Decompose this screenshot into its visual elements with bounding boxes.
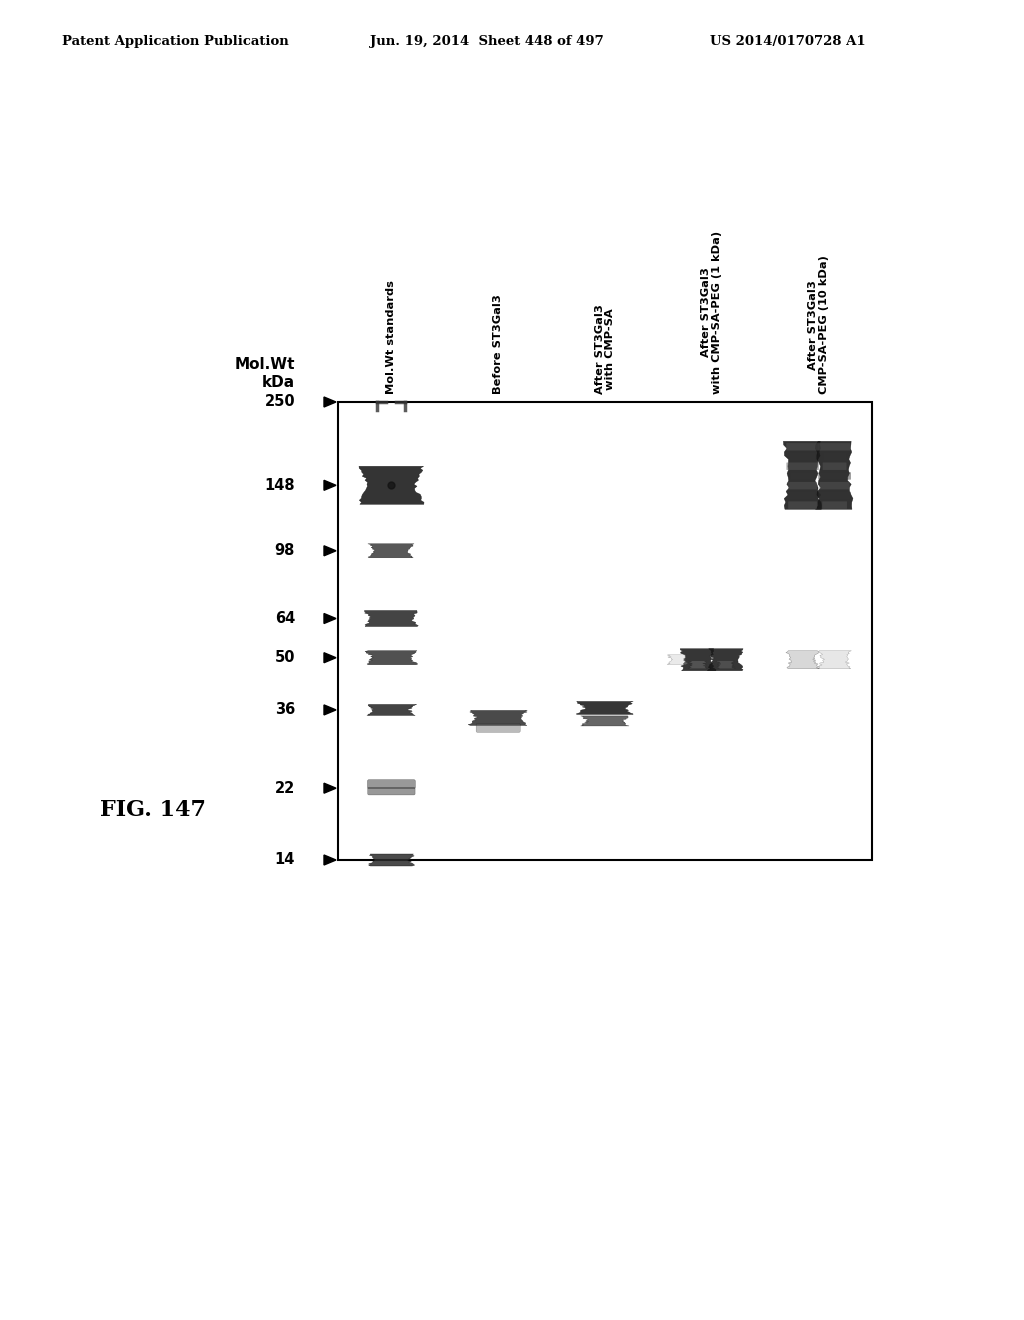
FancyBboxPatch shape — [476, 723, 520, 733]
Text: Jun. 19, 2014  Sheet 448 of 497: Jun. 19, 2014 Sheet 448 of 497 — [370, 36, 604, 48]
Polygon shape — [667, 655, 688, 665]
Polygon shape — [324, 783, 336, 793]
FancyBboxPatch shape — [818, 473, 851, 479]
FancyBboxPatch shape — [790, 453, 815, 461]
Text: Before ST3Gal3: Before ST3Gal3 — [494, 294, 503, 393]
Polygon shape — [468, 710, 527, 726]
Polygon shape — [708, 648, 743, 671]
Text: Mol.Wt: Mol.Wt — [234, 356, 295, 372]
Polygon shape — [324, 652, 336, 663]
Text: 50: 50 — [274, 651, 295, 665]
Polygon shape — [369, 854, 415, 866]
FancyBboxPatch shape — [788, 482, 817, 490]
Polygon shape — [324, 545, 336, 556]
FancyBboxPatch shape — [786, 462, 819, 470]
Polygon shape — [581, 715, 629, 726]
Polygon shape — [324, 855, 336, 865]
FancyBboxPatch shape — [822, 462, 847, 470]
Polygon shape — [680, 648, 716, 671]
Text: FIG. 147: FIG. 147 — [100, 799, 206, 821]
Polygon shape — [815, 441, 853, 510]
Text: 36: 36 — [274, 702, 295, 718]
Polygon shape — [365, 651, 418, 665]
Polygon shape — [324, 614, 336, 623]
Polygon shape — [785, 651, 819, 669]
Text: 250: 250 — [264, 395, 295, 409]
Text: 14: 14 — [274, 853, 295, 867]
FancyBboxPatch shape — [790, 491, 815, 499]
Polygon shape — [368, 544, 414, 558]
Polygon shape — [716, 661, 735, 669]
Polygon shape — [688, 661, 708, 669]
Polygon shape — [324, 480, 336, 490]
Polygon shape — [359, 466, 424, 504]
Bar — [338, 403, 872, 861]
Text: US 2014/0170728 A1: US 2014/0170728 A1 — [710, 36, 865, 48]
Polygon shape — [818, 651, 851, 669]
Text: kDa: kDa — [262, 375, 295, 389]
Text: After ST3Gal3
with CMP-SA-PEG (1 kDa): After ST3Gal3 with CMP-SA-PEG (1 kDa) — [701, 231, 722, 393]
Polygon shape — [365, 611, 418, 627]
Text: 22: 22 — [274, 780, 295, 796]
Text: Mol.Wt standards: Mol.Wt standards — [386, 280, 396, 393]
Polygon shape — [577, 701, 633, 714]
Text: Patent Application Publication: Patent Application Publication — [62, 36, 289, 48]
FancyBboxPatch shape — [823, 453, 846, 461]
Text: After ST3Gal3
CMP-SA-PEG (10 kDa): After ST3Gal3 CMP-SA-PEG (10 kDa) — [808, 255, 829, 393]
Text: 64: 64 — [274, 611, 295, 626]
Polygon shape — [367, 705, 417, 715]
Text: 148: 148 — [264, 478, 295, 492]
Polygon shape — [324, 397, 336, 407]
FancyBboxPatch shape — [791, 473, 814, 479]
FancyBboxPatch shape — [368, 780, 416, 788]
FancyBboxPatch shape — [786, 444, 819, 450]
FancyBboxPatch shape — [819, 444, 851, 450]
FancyBboxPatch shape — [818, 491, 851, 499]
FancyBboxPatch shape — [822, 502, 847, 508]
FancyBboxPatch shape — [788, 502, 817, 508]
Text: After ST3Gal3
with CMP-SA: After ST3Gal3 with CMP-SA — [595, 304, 615, 393]
Text: 98: 98 — [274, 544, 295, 558]
FancyBboxPatch shape — [368, 788, 415, 795]
Polygon shape — [783, 441, 821, 510]
FancyBboxPatch shape — [819, 482, 850, 490]
Polygon shape — [324, 705, 336, 715]
